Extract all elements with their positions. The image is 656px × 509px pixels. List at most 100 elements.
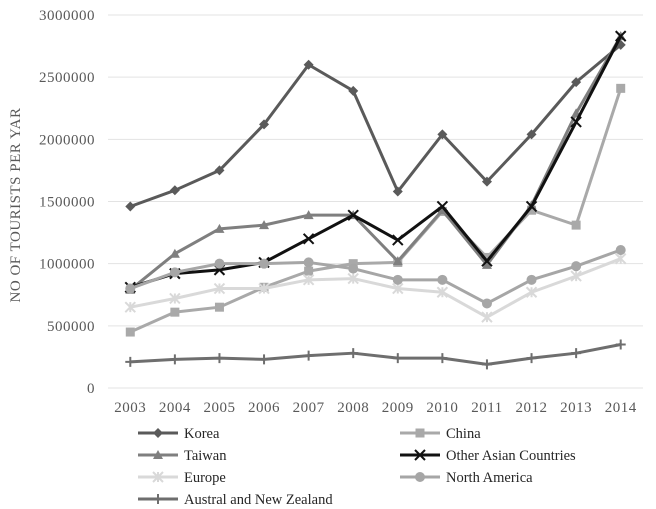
data-point: [526, 129, 537, 140]
data-point: [525, 200, 538, 213]
legend-item: China: [400, 426, 481, 442]
data-point: [259, 258, 270, 269]
series-other-asian-countries: [124, 30, 627, 293]
x-tick-label: 2012: [516, 400, 548, 416]
data-point: [392, 274, 403, 285]
legend-marker: [415, 472, 425, 482]
legend-marker: [153, 450, 163, 459]
x-tick-label: 2005: [203, 400, 235, 416]
legend-label: Korea: [184, 426, 220, 442]
data-point: [169, 292, 181, 305]
y-tick-label: 1000000: [39, 257, 95, 273]
legend-item: Europe: [138, 470, 226, 486]
data-point: [347, 209, 359, 221]
data-point: [525, 286, 538, 298]
legend-label: Taiwan: [184, 448, 227, 464]
legend-label: Europe: [184, 470, 226, 486]
data-point: [527, 205, 537, 215]
data-point: [615, 30, 627, 42]
data-point: [169, 354, 180, 365]
series-layer: [124, 30, 627, 370]
data-point: [481, 311, 493, 323]
data-point: [615, 339, 626, 350]
data-point: [571, 261, 582, 272]
data-point: [571, 77, 582, 88]
series-china: [125, 83, 626, 337]
data-point: [259, 119, 270, 130]
data-point: [170, 307, 180, 317]
series-line: [129, 43, 622, 208]
data-point: [125, 327, 135, 337]
legend-item: Korea: [138, 426, 220, 442]
legend-item: Austral and New Zealand: [138, 492, 333, 508]
y-tick-label: 2000000: [39, 132, 95, 148]
x-tick-label: 2013: [560, 400, 592, 416]
data-point: [615, 252, 627, 265]
series-europe: [124, 252, 627, 323]
series-korea: [125, 39, 626, 212]
data-point: [481, 255, 493, 267]
data-point: [302, 233, 315, 245]
legend-item: Taiwan: [138, 448, 227, 464]
data-point: [571, 220, 581, 230]
data-point: [348, 348, 359, 359]
data-point: [481, 298, 492, 309]
legend-label: China: [446, 426, 481, 442]
data-point: [615, 244, 626, 255]
data-point: [259, 220, 270, 230]
data-point: [213, 282, 226, 295]
series-line: [129, 87, 623, 334]
x-tick-label: 2007: [293, 400, 325, 416]
series-line: [129, 35, 623, 289]
legend-label: North America: [446, 470, 533, 486]
y-tick-label: 500000: [47, 319, 95, 335]
data-point: [570, 116, 582, 128]
data-point: [347, 272, 359, 285]
data-point: [526, 353, 537, 364]
x-tick-label: 2014: [605, 400, 637, 416]
data-point: [214, 258, 225, 269]
y-axis: 0 500000 1000000 1500000 2000000 2500000 30000…: [39, 8, 95, 397]
data-point: [169, 267, 180, 278]
data-point: [437, 205, 448, 215]
data-point: [526, 274, 537, 285]
x-tick-label: 2004: [159, 400, 191, 416]
series-line: [129, 248, 622, 305]
data-point: [169, 248, 180, 258]
data-point: [481, 259, 492, 269]
data-point: [616, 83, 626, 93]
legend-label: Austral and New Zealand: [184, 492, 333, 508]
data-point: [481, 176, 492, 187]
legend-marker: [153, 428, 163, 438]
data-point: [124, 301, 136, 313]
data-point: [437, 274, 448, 285]
data-point: [125, 283, 136, 294]
data-point: [169, 185, 180, 196]
series-line: [130, 257, 622, 319]
series-line: [129, 35, 623, 291]
data-point: [571, 348, 582, 359]
data-point: [304, 266, 314, 276]
data-point: [214, 165, 225, 176]
data-point: [481, 359, 492, 370]
legend-marker: [152, 471, 164, 483]
data-point: [214, 302, 224, 312]
legend-label: Other Asian Countries: [446, 448, 576, 464]
data-point: [392, 256, 403, 266]
data-point: [392, 282, 404, 295]
data-point: [214, 353, 225, 364]
series-north-america: [125, 244, 626, 309]
data-point: [125, 356, 136, 367]
data-point: [348, 263, 359, 274]
x-tick-label: 2006: [248, 400, 280, 416]
y-tick-label: 3000000: [39, 8, 95, 24]
data-point: [125, 201, 136, 212]
y-axis-title: NO OF TOURISTS PER YAR: [8, 108, 24, 303]
data-point: [303, 257, 314, 268]
series-austral-and-new-zealand: [125, 339, 626, 370]
legend-item: Other Asian Countries: [400, 448, 576, 464]
data-point: [258, 282, 270, 295]
data-point: [303, 350, 314, 361]
data-point: [392, 234, 404, 246]
